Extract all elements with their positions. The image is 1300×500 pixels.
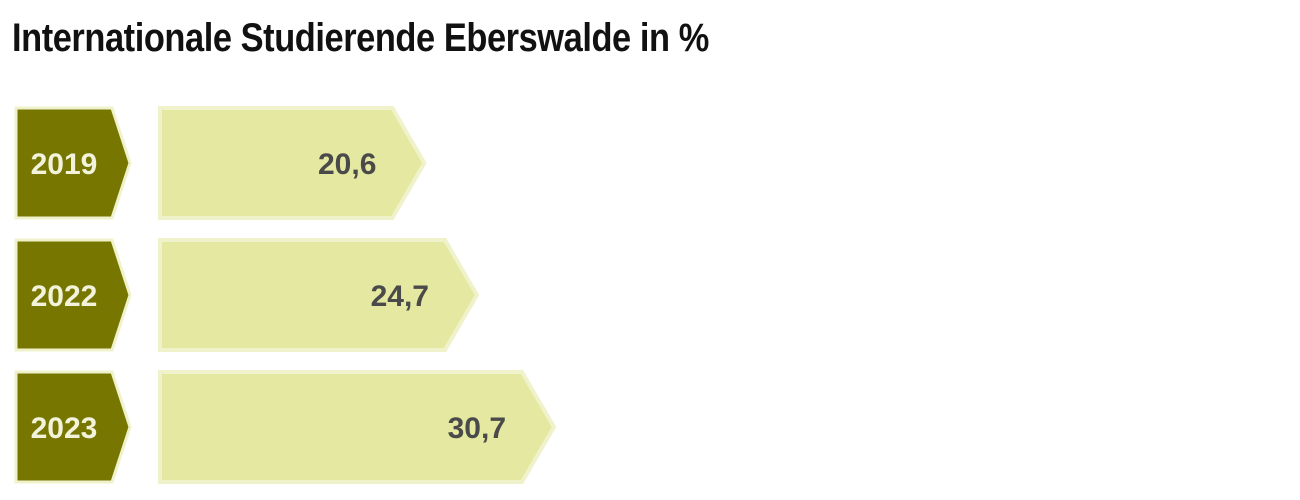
chart-title: Internationale Studierende Eberswalde in…: [12, 16, 709, 60]
value-label-2019: 20,6: [318, 148, 376, 181]
category-label-2023: 2023: [31, 412, 98, 445]
category-label-2019: 2019: [31, 148, 98, 181]
category-tab-2023: [14, 370, 132, 484]
value-label-2022: 24,7: [371, 280, 429, 313]
bar-2023: [158, 370, 557, 484]
category-label-2022: 2022: [31, 280, 98, 313]
bar-2019: [158, 106, 427, 220]
category-tab-2019: [14, 106, 132, 220]
category-tab-2022: [14, 238, 132, 352]
value-label-2023: 30,7: [448, 412, 506, 445]
bar-2022: [158, 238, 480, 352]
